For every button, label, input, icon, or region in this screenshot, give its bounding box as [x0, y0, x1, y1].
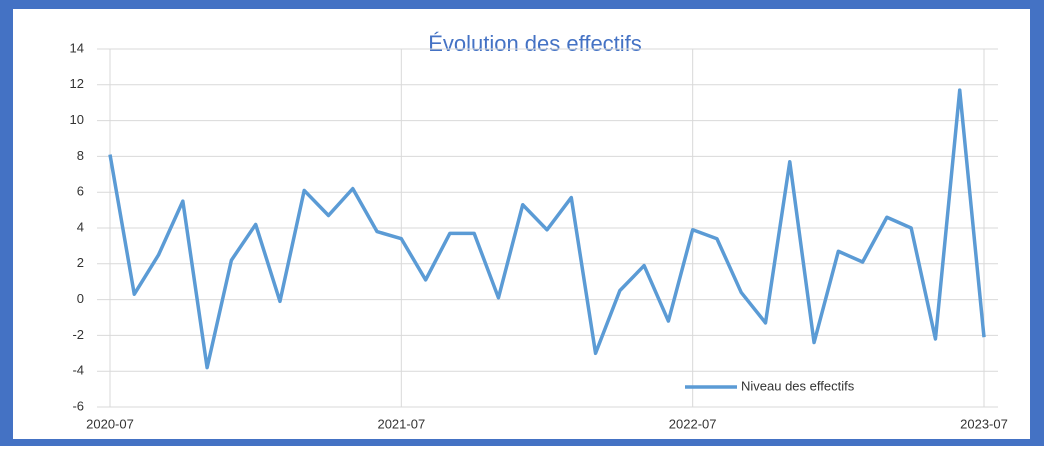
y-tick-label: 6	[77, 184, 84, 199]
y-tick-label: 12	[70, 76, 84, 91]
chart-title: Évolution des effectifs	[428, 31, 642, 56]
y-tick-label: -4	[72, 363, 84, 378]
x-tick-label: 2021-07	[377, 416, 425, 431]
y-tick-label: -6	[72, 398, 84, 413]
x-tick-label: 2022-07	[669, 416, 717, 431]
y-tick-label: 14	[70, 40, 84, 55]
y-tick-label: 8	[77, 148, 84, 163]
x-tick-label: 2020-07	[86, 416, 134, 431]
y-tick-label: -2	[72, 327, 84, 342]
x-tick-label: 2023-07	[960, 416, 1008, 431]
y-tick-label: 0	[77, 291, 84, 306]
data-line	[108, 88, 986, 370]
y-tick-label: 2	[77, 255, 84, 270]
legend-label: Niveau des effectifs	[741, 378, 855, 393]
chart-area	[13, 9, 1030, 439]
y-tick-label: 10	[70, 112, 84, 127]
y-tick-label: 4	[77, 219, 84, 234]
